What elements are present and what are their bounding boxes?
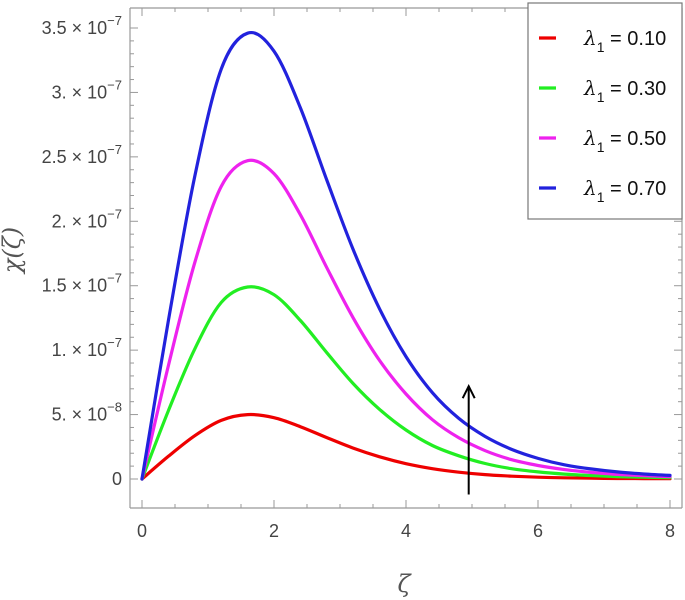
legend-label-2: λ1 = 0.30 <box>583 76 666 105</box>
legend-label-4: λ1 = 0.70 <box>583 176 666 205</box>
y-tick-label: 1.5 × 10−7 <box>42 271 122 296</box>
series-line-4 <box>140 30 672 481</box>
x-tick-label: 0 <box>137 521 147 541</box>
legend-label-3: λ1 = 0.50 <box>583 126 666 155</box>
x-tick-label: 2 <box>269 521 279 541</box>
y-tick-label: 2. × 10−7 <box>52 206 122 231</box>
x-tick-label: 8 <box>665 521 675 541</box>
x-axis-label: ζ <box>397 570 412 598</box>
series-line-1 <box>140 412 672 481</box>
y-tick-label: 3.5 × 10−7 <box>42 13 122 38</box>
increase-arrow <box>461 383 476 495</box>
legend-label-1: λ1 = 0.10 <box>583 26 666 55</box>
y-axis-ticks: 0 5. × 10−8 1. × 10−7 1.5 × 10−7 2. × 10−7 2.… <box>42 13 682 489</box>
y-tick-label: 2.5 × 10−7 <box>42 142 122 167</box>
y-tick-label: 5. × 10−8 <box>52 400 122 425</box>
y-tick-label: 1. × 10−7 <box>52 335 122 360</box>
legend: λ1 = 0.10 λ1 = 0.30 λ1 = 0.50 λ1 = 0.70 <box>527 2 683 220</box>
y-tick-label: 3. × 10−7 <box>52 77 122 102</box>
arrow-head <box>461 383 476 399</box>
x-tick-label: 4 <box>401 521 411 541</box>
series-line-3 <box>140 158 672 481</box>
y-axis-label: χ(ζ) <box>0 227 26 275</box>
series-line-2 <box>140 285 672 481</box>
x-tick-label: 6 <box>533 521 543 541</box>
y-tick-label: 0 <box>112 469 122 489</box>
series-lines <box>140 30 672 481</box>
